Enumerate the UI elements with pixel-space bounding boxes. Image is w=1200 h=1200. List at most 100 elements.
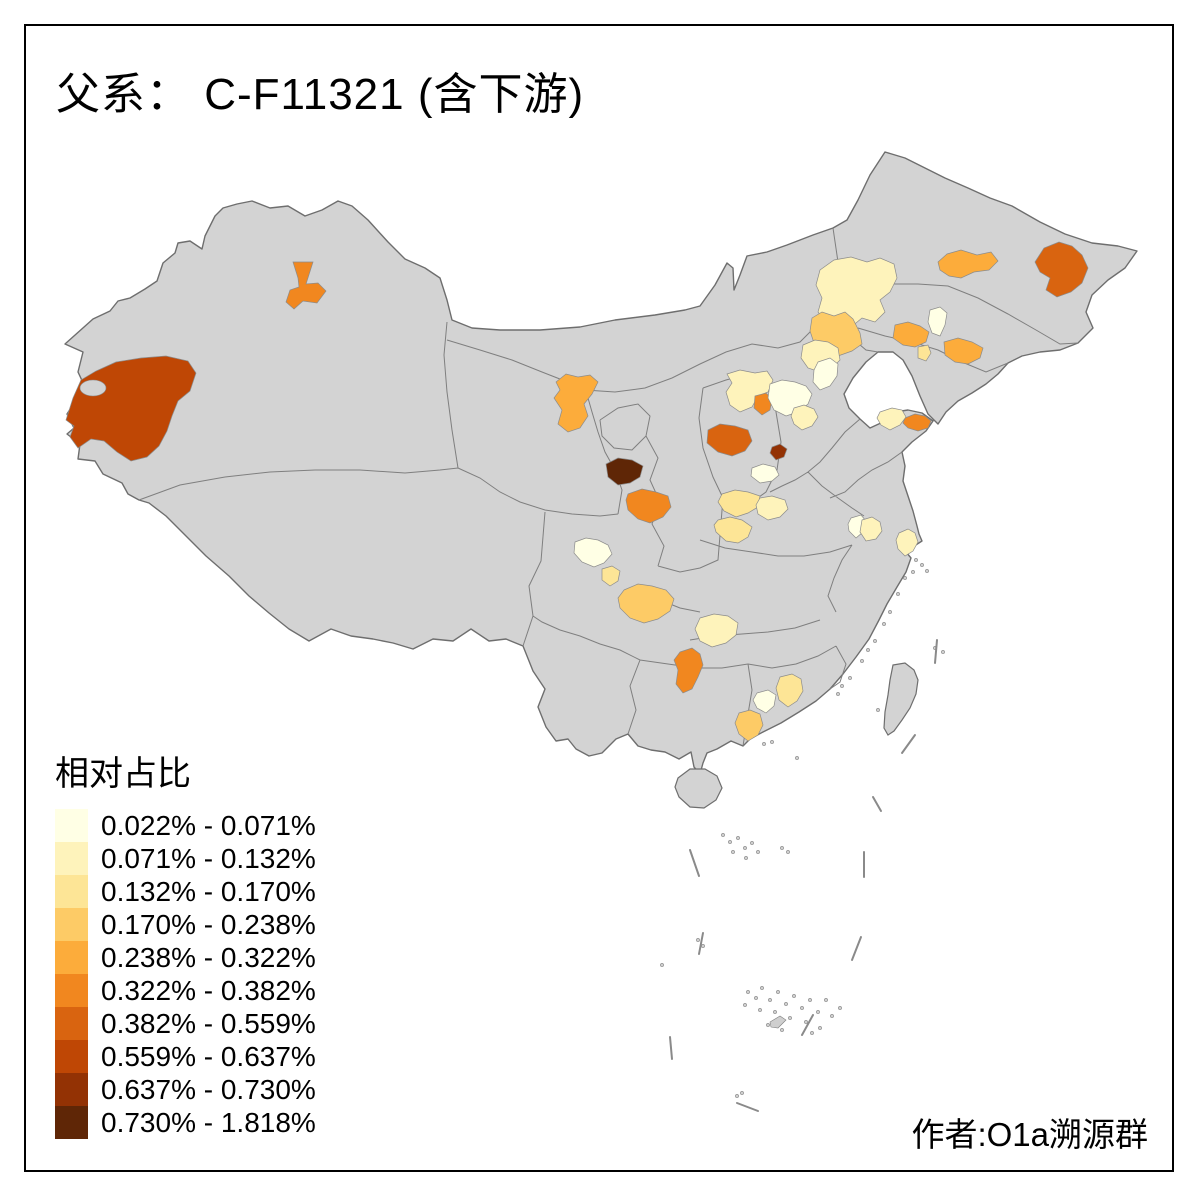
islet-dot [873,639,877,643]
nine-dash-segment [698,932,704,955]
nine-dash-segment [851,936,862,961]
islet-dot [808,998,812,1002]
legend-label: 0.022% - 0.071% [101,810,316,841]
islet-dot [896,592,900,596]
nine-dash-segment [801,1014,814,1036]
legend-swatch [55,1007,88,1040]
nine-dash-segment [872,796,882,812]
islet-dot [784,1002,788,1006]
islet-dot [788,1016,792,1020]
legend: 相对占比 0.022% - 0.071% 0.071% - 0.132% 0.132… [55,746,316,1139]
islet-dot [701,944,705,948]
nine-dash-segment [689,849,700,877]
legend-swatch [55,908,88,941]
legend-item: 0.071% - 0.132% [55,842,316,875]
islet-dot [780,846,784,850]
nine-dash-segment [736,1102,759,1112]
map-region-jiyuan [750,463,780,484]
islet-dot [818,1026,822,1030]
map-region-guangzhou [734,709,764,742]
legend-label: 0.170% - 0.238% [101,909,316,940]
map-region-pingdingshan [713,516,753,544]
islet-dot [786,850,790,854]
map-region-gannan [625,488,672,524]
islet-dot [758,1008,762,1012]
legend-item: 0.170% - 0.238% [55,908,316,941]
map-region-weihai [902,413,932,432]
islet-dot [911,570,915,574]
islet-dot [925,569,929,573]
map-region-anshan-dandong [943,337,984,365]
islet-dot [800,1006,804,1010]
legend-swatch [55,1106,88,1139]
islet-dot [824,998,828,1002]
legend-swatch [55,941,88,974]
legend-items: 0.022% - 0.071% 0.071% - 0.132% 0.132% - 0… [55,809,316,1139]
islet-dot [866,648,870,652]
nine-dash-segment [669,1036,673,1060]
map-region-jiamusi [1034,241,1089,298]
map-region-leshan-small [601,565,621,587]
islet-dot [660,963,664,967]
legend-item: 0.322% - 0.382% [55,974,316,1007]
nine-dash-line [669,639,938,1112]
legend-title: 相对占比 [55,756,191,793]
islet-dot [735,1094,739,1098]
islet-dot [795,756,799,760]
map-region-wuxi [859,516,883,542]
islet-dot [743,846,747,850]
islet-dot [731,850,735,854]
islet-dot [696,938,700,942]
china-mainland [64,151,1138,775]
legend-swatch [55,842,88,875]
map-region-yangquan-orange [753,392,773,416]
islet-dot [773,1010,777,1014]
map-region-zhengzhou [717,489,761,518]
islet-dot [888,610,892,614]
islet-dot [762,742,766,746]
islet-dot [914,558,918,562]
legend-label: 0.071% - 0.132% [101,843,316,874]
legend-label: 0.730% - 1.818% [101,1107,316,1138]
map-region-guiyang [673,647,704,694]
islet-dot [770,740,774,744]
legend-label: 0.559% - 0.637% [101,1041,316,1072]
islet-dot [743,1003,747,1007]
map-region-shijiazhuang [790,404,819,431]
islet-dot [746,990,750,994]
legend-swatch [55,974,88,1007]
map-region-north-xinjiang [285,261,327,310]
islet-dot [736,836,740,840]
map-region-lanzhou [553,373,599,433]
map-region-liaoning-east [927,306,948,337]
islet-dot [768,998,772,1002]
hainan-island [674,768,723,809]
islet-dot [776,990,780,994]
legend-item: 0.730% - 1.818% [55,1106,316,1139]
islet-dot [882,622,886,626]
kashgar-enclave [79,379,107,397]
legend-swatch [55,809,88,842]
legend-item: 0.022% - 0.071% [55,809,316,842]
legend-item: 0.132% - 0.170% [55,875,316,908]
islet-dot [848,676,852,680]
nansha-island [769,1015,787,1029]
map-region-shaoguan [752,689,777,714]
legend-label: 0.322% - 0.382% [101,975,316,1006]
legend-item: 0.382% - 0.559% [55,1007,316,1040]
islet-dot [941,650,945,654]
legend-item: 0.637% - 0.730% [55,1073,316,1106]
map-region-jilin-central [815,256,898,334]
map-region-yaan [573,537,613,568]
islet-dot [810,1031,814,1035]
islets [660,558,945,1098]
nine-dash-segment [934,639,938,664]
legend-label: 0.132% - 0.170% [101,876,316,907]
author-credit: 作者:O1a溯源群 [911,1116,1148,1153]
islet-dot [804,1020,808,1024]
islet-dot [903,576,907,580]
islet-dot [740,1091,744,1095]
islet-dot [750,841,754,845]
